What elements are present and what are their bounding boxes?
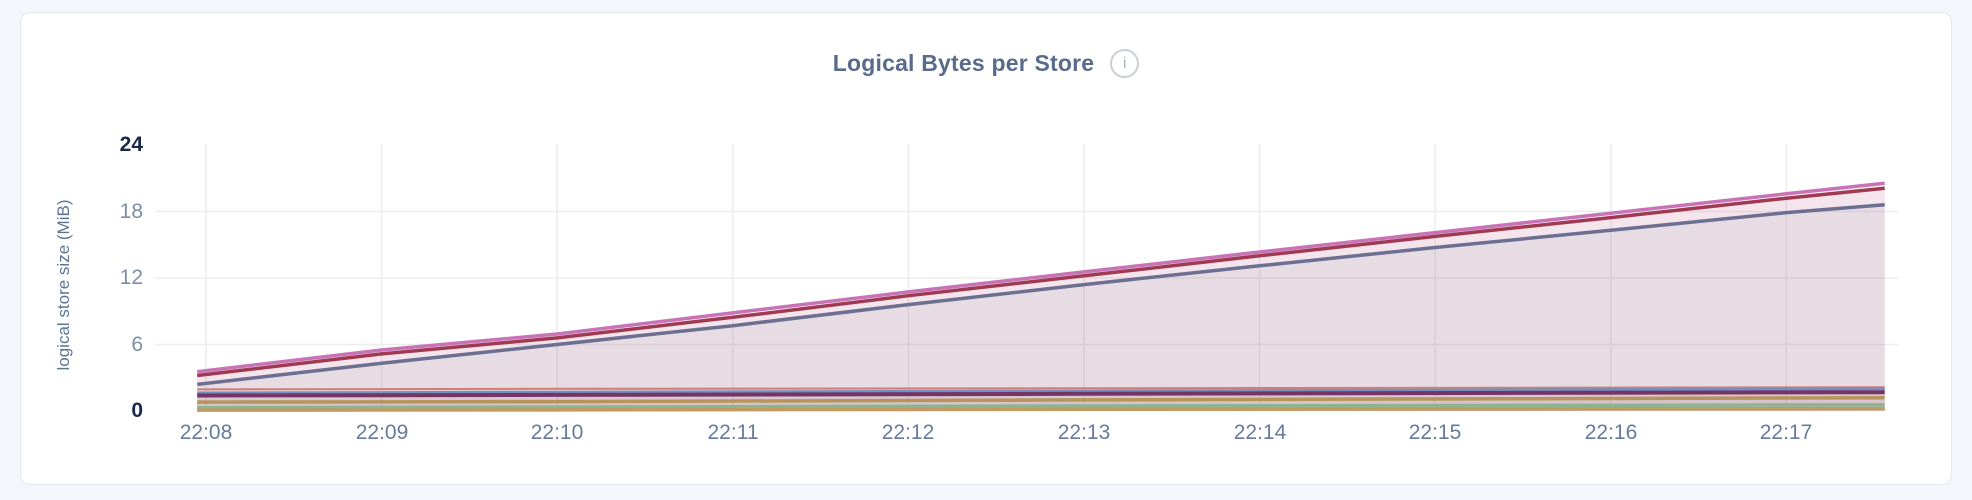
y-tick-label-0: 0 <box>131 399 143 422</box>
series-line-store-6 <box>197 390 1885 398</box>
x-tick-label-22-16: 22:16 <box>1584 421 1638 444</box>
x-tick-label-22-13: 22:13 <box>1057 421 1111 444</box>
series-line-store-9 <box>197 406 1885 412</box>
y-tick-label-6: 6 <box>131 333 143 356</box>
series-line-store-3 <box>197 203 1885 387</box>
series-line-store-5 <box>197 387 1885 395</box>
x-tick-label-22-15: 22:15 <box>1408 421 1462 444</box>
y-tick-label-18: 18 <box>119 200 143 223</box>
series-line-store-7 <box>197 395 1885 404</box>
chart-header: Logical Bytes per Store i <box>21 49 1951 78</box>
series-line-store-2 <box>196 186 1885 378</box>
x-tick-label-22-14: 22:14 <box>1233 421 1287 444</box>
y-axis-label: logical store size (MiB) <box>54 199 73 371</box>
chart-area: 24 18 12 6 0 22:08 22:09 22:10 22:11 22:12 22:13 2… <box>21 13 1951 484</box>
x-tick-label-22-08: 22:08 <box>179 421 233 444</box>
x-tick-label-22-17: 22:17 <box>1759 421 1813 444</box>
x-tick-label-22-10: 22:10 <box>530 421 584 444</box>
series-line-store-4 <box>197 386 1885 391</box>
series-line-store-1 <box>196 181 1885 374</box>
chart-title: Logical Bytes per Store <box>832 50 1095 76</box>
y-tick-label-12: 12 <box>119 266 143 289</box>
series-fill-store-3 <box>197 204 1885 411</box>
series-fill-store-1 <box>197 183 1885 411</box>
y-tick-label-24: 24 <box>119 133 143 156</box>
series-line-store-8 <box>197 403 1885 410</box>
x-tick-label-22-11: 22:11 <box>707 421 759 444</box>
x-tick-label-22-09: 22:09 <box>355 421 409 444</box>
chart-card: Logical Bytes per Store i 24 18 12 6 0 22:08… <box>20 12 1952 485</box>
chart-canvas[interactable] <box>21 13 1953 486</box>
x-tick-label-22-12: 22:12 <box>881 421 935 444</box>
info-icon[interactable]: i <box>1110 49 1140 78</box>
